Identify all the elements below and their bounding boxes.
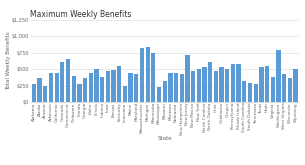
Bar [83, 78, 87, 102]
Bar [197, 69, 201, 102]
Bar [55, 73, 59, 102]
Bar [128, 73, 133, 102]
Bar [151, 53, 156, 102]
Bar [49, 73, 53, 102]
Bar [60, 62, 64, 102]
Bar [276, 50, 281, 102]
Bar [140, 48, 144, 102]
Bar [157, 87, 161, 102]
Bar [231, 65, 235, 102]
Bar [89, 73, 93, 102]
Bar [168, 73, 173, 102]
Bar [185, 55, 190, 102]
Bar [134, 74, 138, 102]
Bar [106, 71, 110, 102]
Bar [117, 66, 121, 102]
Bar [259, 67, 264, 102]
Bar [242, 81, 246, 102]
Bar [214, 71, 218, 102]
Bar [236, 64, 241, 102]
Y-axis label: Total Weekly Benefits: Total Weekly Benefits [5, 32, 11, 90]
Bar [191, 71, 195, 102]
Bar [288, 78, 292, 102]
Bar [77, 84, 81, 102]
Bar [282, 74, 286, 102]
Bar [265, 66, 269, 102]
Bar [32, 84, 36, 102]
Bar [145, 47, 150, 102]
Text: Maximum Weekly Benefits: Maximum Weekly Benefits [30, 10, 132, 19]
Bar [293, 69, 298, 102]
Bar [100, 77, 104, 102]
Bar [174, 73, 178, 102]
Bar [271, 77, 275, 102]
Bar [180, 74, 184, 102]
Bar [72, 76, 76, 102]
Bar [66, 59, 70, 102]
Bar [43, 86, 47, 102]
Bar [253, 84, 258, 102]
Bar [203, 67, 207, 102]
Bar [248, 83, 252, 102]
X-axis label: State: State [157, 136, 172, 141]
Bar [163, 81, 167, 102]
Bar [123, 86, 127, 102]
Bar [219, 67, 224, 102]
Bar [208, 62, 212, 102]
Bar [225, 69, 229, 102]
Bar [111, 70, 116, 102]
Bar [94, 69, 99, 102]
Bar [38, 78, 42, 102]
